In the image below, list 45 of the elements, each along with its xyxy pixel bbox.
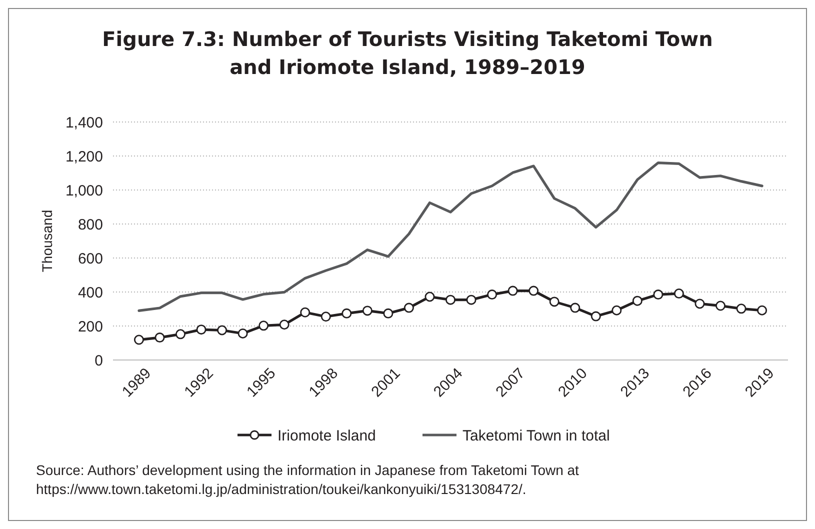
- chart-title: Figure 7.3: Number of Tourists Visiting Taketomi Town and Iriomote Island, 1989–2019: [102, 27, 713, 79]
- point: [466, 294, 476, 305]
- y-tick-label: 1,000: [65, 182, 103, 200]
- point: [508, 286, 518, 296]
- point: [570, 302, 580, 313]
- point: [134, 334, 144, 345]
- point: [424, 292, 435, 302]
- point: [300, 307, 310, 318]
- point: [217, 325, 228, 336]
- point: [342, 308, 352, 318]
- source-note: Source: Authors’ development using the information in Japanese from Taketomi Town at https://www.town.taketomi.lg.jp/administration/toukei/kankonyuiki/1531308472/.: [36, 462, 580, 497]
- point: [238, 328, 248, 338]
- point: [258, 320, 269, 331]
- point: [716, 300, 726, 311]
- point: [632, 296, 642, 306]
- y-tick-label: 400: [78, 284, 103, 302]
- point: [404, 302, 414, 313]
- point: [694, 298, 705, 309]
- y-axis-title: Thousand: [39, 210, 55, 272]
- y-tick-label: 0: [94, 352, 103, 370]
- y-tick-label: 1,200: [65, 148, 103, 166]
- point: [653, 290, 664, 300]
- y-tick-label: 800: [78, 216, 103, 234]
- point: [612, 305, 622, 316]
- point: [196, 324, 206, 335]
- point: [320, 312, 331, 322]
- point: [383, 308, 394, 318]
- point: [487, 290, 498, 300]
- point: [446, 294, 456, 305]
- line-series: [138, 162, 764, 312]
- point: [736, 304, 746, 314]
- point: [279, 320, 290, 330]
- point: [528, 286, 539, 296]
- point: [362, 306, 372, 316]
- point: [757, 305, 768, 316]
- point: [590, 311, 601, 322]
- point: [154, 332, 165, 343]
- legend-label: Taketomi Town in total: [462, 427, 610, 444]
- y-tick-label: 200: [78, 318, 103, 336]
- point: [674, 288, 684, 299]
- point: [176, 329, 186, 340]
- y-tick-label: 600: [78, 250, 103, 268]
- point: [549, 296, 560, 307]
- y-tick-label: 1,400: [65, 114, 103, 132]
- legend-label: Iriomote Island: [278, 427, 376, 444]
